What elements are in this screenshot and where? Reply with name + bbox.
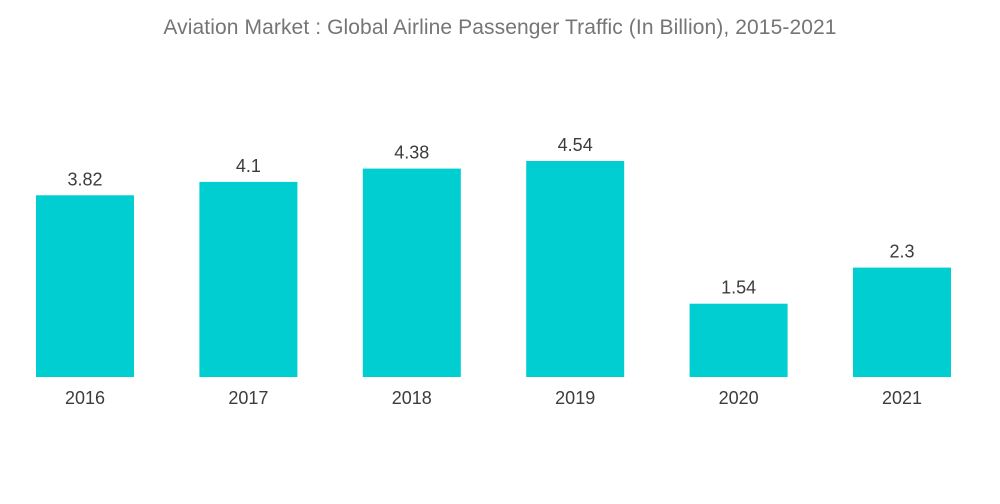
value-label-2017: 4.1 [236, 156, 261, 176]
x-tick-label-2020: 2020 [719, 388, 759, 408]
bars-group [36, 161, 951, 377]
x-tick-label-2017: 2017 [228, 388, 268, 408]
value-label-2021: 2.3 [889, 242, 914, 262]
x-tick-label-2016: 2016 [65, 388, 105, 408]
bar-2018 [362, 168, 461, 377]
bar-2019 [526, 161, 625, 377]
x-tick-label-2019: 2019 [555, 388, 595, 408]
bar-2016 [36, 195, 134, 377]
x-tick-labels-group: 2016 2017 2018 2019 2020 2021 [65, 388, 922, 408]
chart-title: Aviation Market : Global Airline Passeng… [163, 16, 837, 39]
x-tick-label-2018: 2018 [392, 388, 432, 408]
value-label-2018: 4.38 [394, 143, 429, 163]
value-label-2019: 4.54 [558, 135, 593, 155]
value-label-2016: 3.82 [67, 169, 102, 189]
bar-2021 [853, 267, 951, 377]
x-tick-label-2021: 2021 [882, 388, 922, 408]
bar-2017 [199, 181, 298, 377]
value-labels-group: 3.82 4.1 4.38 4.54 1.54 2.3 [67, 135, 914, 298]
value-label-2020: 1.54 [721, 278, 756, 298]
bar-2020 [689, 303, 788, 377]
